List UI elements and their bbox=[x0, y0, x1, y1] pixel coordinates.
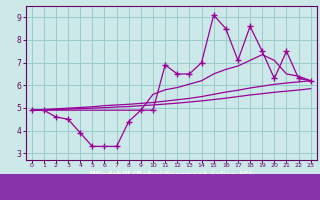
X-axis label: Windchill (Refroidissement éolien,°C): Windchill (Refroidissement éolien,°C) bbox=[90, 171, 252, 180]
